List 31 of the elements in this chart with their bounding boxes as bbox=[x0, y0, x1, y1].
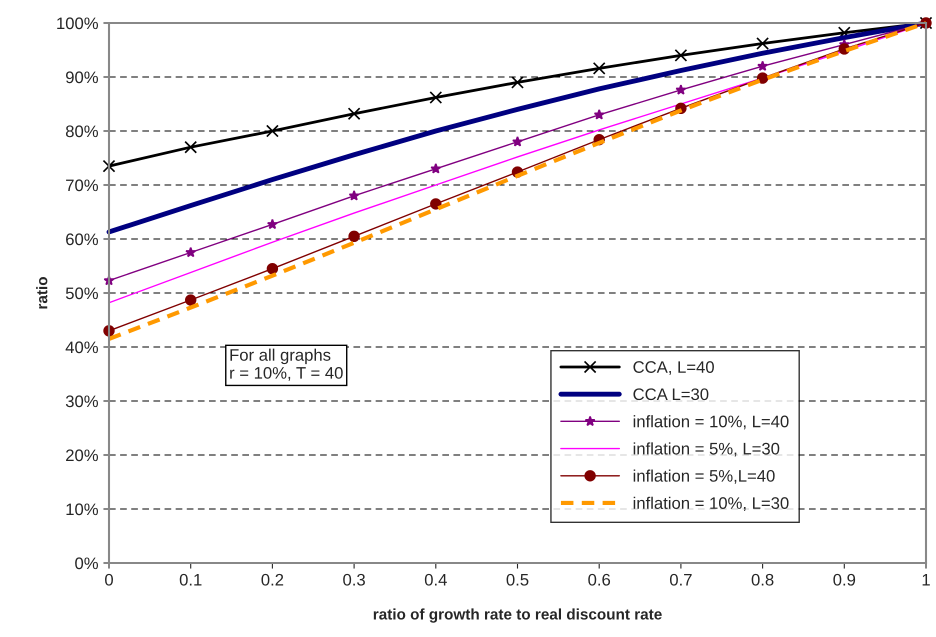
x-tick-label: 0.2 bbox=[261, 574, 284, 586]
x-tick-label: 0.7 bbox=[670, 574, 692, 586]
x-tick-label: 0 bbox=[105, 574, 113, 586]
x-axis-title: ratio of growth rate to real discount rate bbox=[374, 608, 662, 623]
y-tick-label: 30% bbox=[66, 395, 98, 408]
legend-label: CCA, L=40 bbox=[633, 361, 714, 375]
y-tick-label: 100% bbox=[57, 17, 98, 30]
annotation: For all graphs r = 10%, T = 40 bbox=[230, 348, 343, 381]
x-tick-label: 0.5 bbox=[506, 574, 528, 586]
y-tick-label: 40% bbox=[66, 341, 98, 354]
x-tick-label: 0.8 bbox=[752, 574, 774, 586]
y-tick-label: 80% bbox=[66, 125, 98, 138]
legend-label: inflation = 10%, L=40 bbox=[634, 415, 789, 430]
y-tick-label: 60% bbox=[66, 233, 98, 246]
y-tick-label: 20% bbox=[66, 449, 98, 462]
legend-label: CCA L=30 bbox=[633, 388, 708, 400]
x-tick-label: 0.9 bbox=[833, 574, 856, 586]
y-tick-label: 70% bbox=[66, 179, 98, 192]
legend-label: inflation = 5%,L=40 bbox=[634, 470, 775, 484]
x-tick-label: 0.6 bbox=[588, 574, 610, 586]
x-tick-label: 0.1 bbox=[180, 574, 202, 586]
x-tick-label: 0.4 bbox=[424, 574, 447, 586]
x-tick-label: 0.3 bbox=[343, 574, 365, 586]
y-tick-label: 50% bbox=[66, 287, 98, 300]
y-tick-label: 0% bbox=[75, 557, 98, 570]
legend-label: inflation = 5%, L=30 bbox=[634, 442, 780, 457]
y-tick-label: 90% bbox=[66, 71, 98, 84]
legend-label: inflation = 10%, L=30 bbox=[634, 496, 789, 511]
y-tick-label: 10% bbox=[66, 503, 98, 516]
y-axis-title: ratio bbox=[36, 277, 48, 309]
x-tick-label: 1 bbox=[922, 574, 930, 586]
